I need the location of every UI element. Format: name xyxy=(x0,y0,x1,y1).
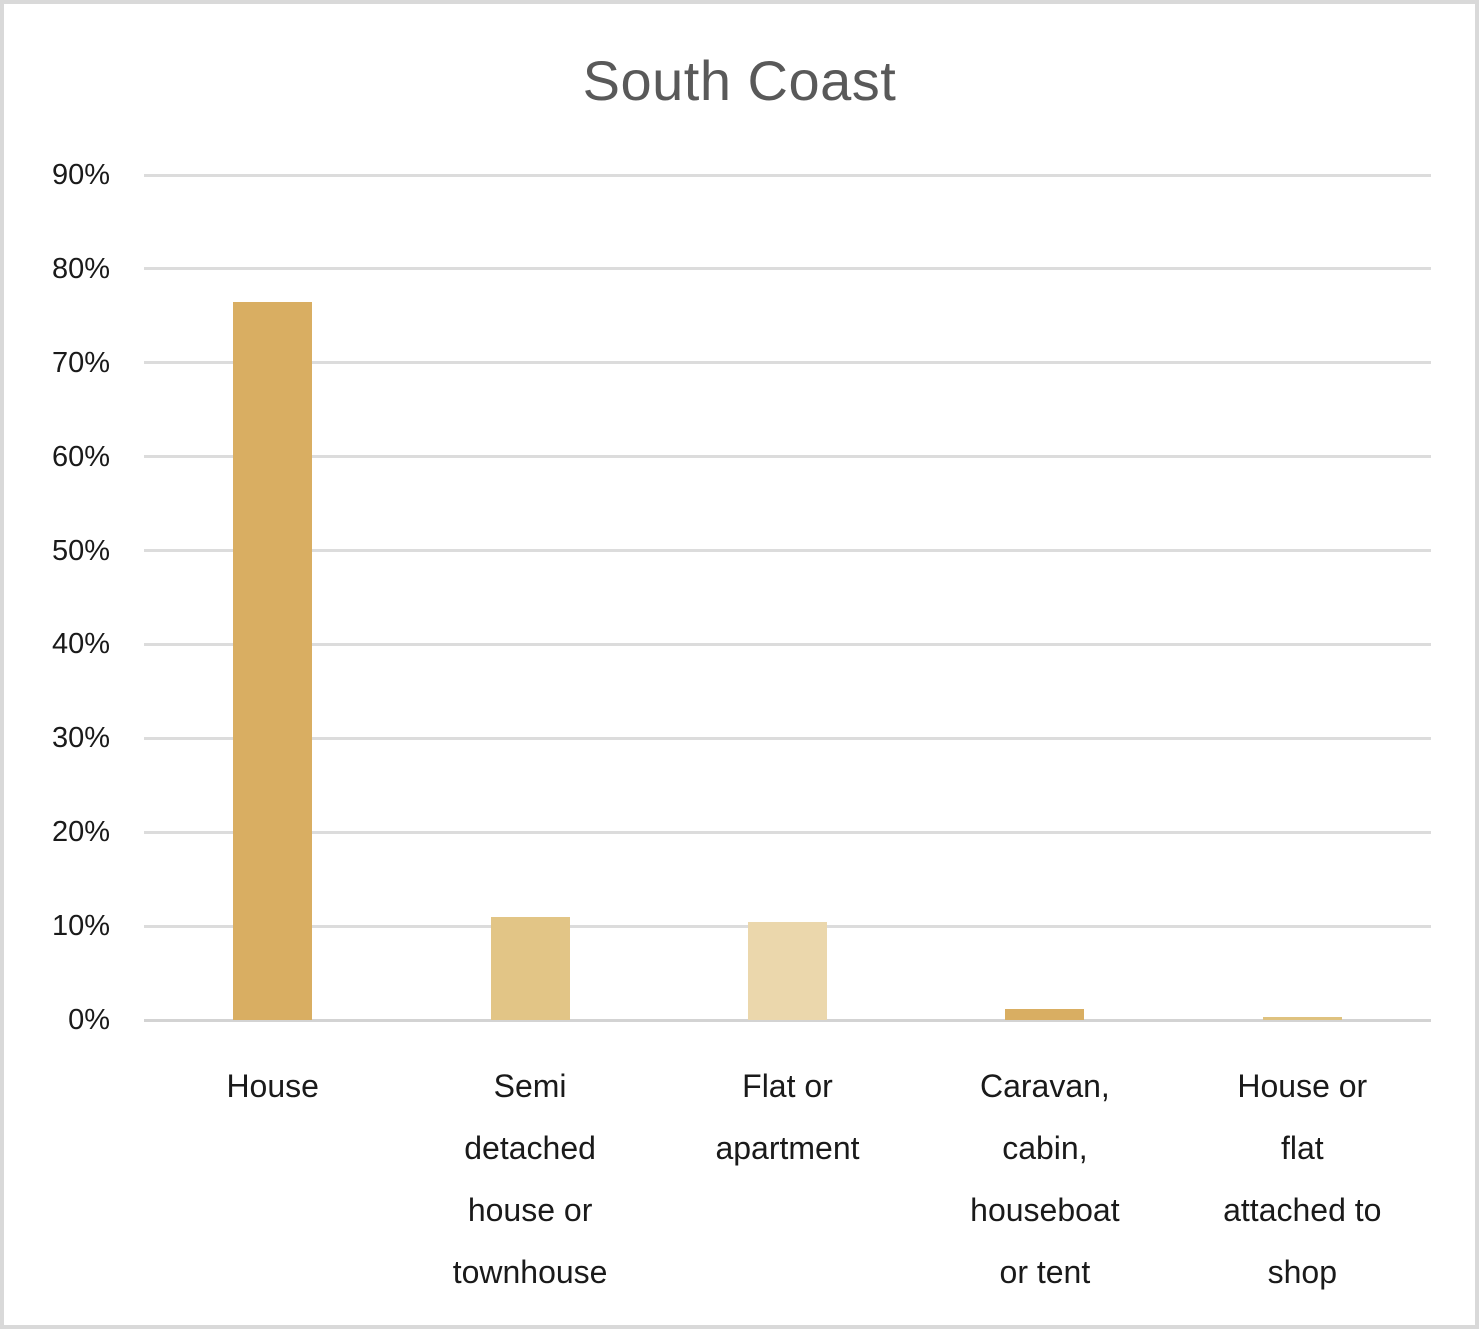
gridline-70% xyxy=(144,361,1431,365)
y-tick-label-70%: 70% xyxy=(51,346,110,379)
gridline-50% xyxy=(144,549,1431,553)
y-tick-label-0%: 0% xyxy=(68,1004,110,1036)
y-tick-label-30%: 30% xyxy=(51,722,110,755)
plot-area xyxy=(144,173,1431,1022)
gridline-60% xyxy=(144,455,1431,459)
x-axis-category-labels: House Semi detached house or townhouse Fla… xyxy=(144,1055,1431,1315)
x-category-label-3: Flat or apartment xyxy=(715,1068,860,1166)
x-category-label-5: House or flat attached to shop xyxy=(1223,1068,1382,1290)
chart-title: South Coast xyxy=(582,49,897,112)
x-axis-line xyxy=(144,1018,1431,1022)
bar-house xyxy=(233,301,313,1020)
gridline-80% xyxy=(144,267,1431,271)
bar-semi-detached-house-or-townhouse xyxy=(490,916,570,1020)
y-tick-label-80%: 80% xyxy=(51,252,110,285)
y-axis: 0% 10% 20% 30% 40% 50% 60% 70% 80% 90% xyxy=(4,159,110,1036)
bar-flat-or-apartment xyxy=(748,922,827,1020)
y-tick-label-40%: 40% xyxy=(51,628,110,661)
gridline-90% xyxy=(144,173,1431,177)
gridline-20% xyxy=(144,830,1431,834)
x-category-label-2: Semi detached house or townhouse xyxy=(452,1068,608,1290)
bar-caravan-cabin-houseboat-or-tent xyxy=(1005,1008,1085,1020)
x-category-label-4: Caravan, cabin, houseboat or tent xyxy=(970,1068,1120,1290)
x-category-label-1: House xyxy=(226,1068,319,1104)
gridline-30% xyxy=(144,736,1431,740)
y-tick-label-20%: 20% xyxy=(51,816,110,849)
y-tick-label-10%: 10% xyxy=(51,910,110,943)
y-tick-label-50%: 50% xyxy=(51,534,110,567)
y-tick-label-60%: 60% xyxy=(51,440,110,473)
gridline-40% xyxy=(144,642,1431,646)
bar-house-or-flat-attached-to-shop xyxy=(1262,1017,1342,1020)
y-tick-label-90%: 90% xyxy=(51,159,110,191)
